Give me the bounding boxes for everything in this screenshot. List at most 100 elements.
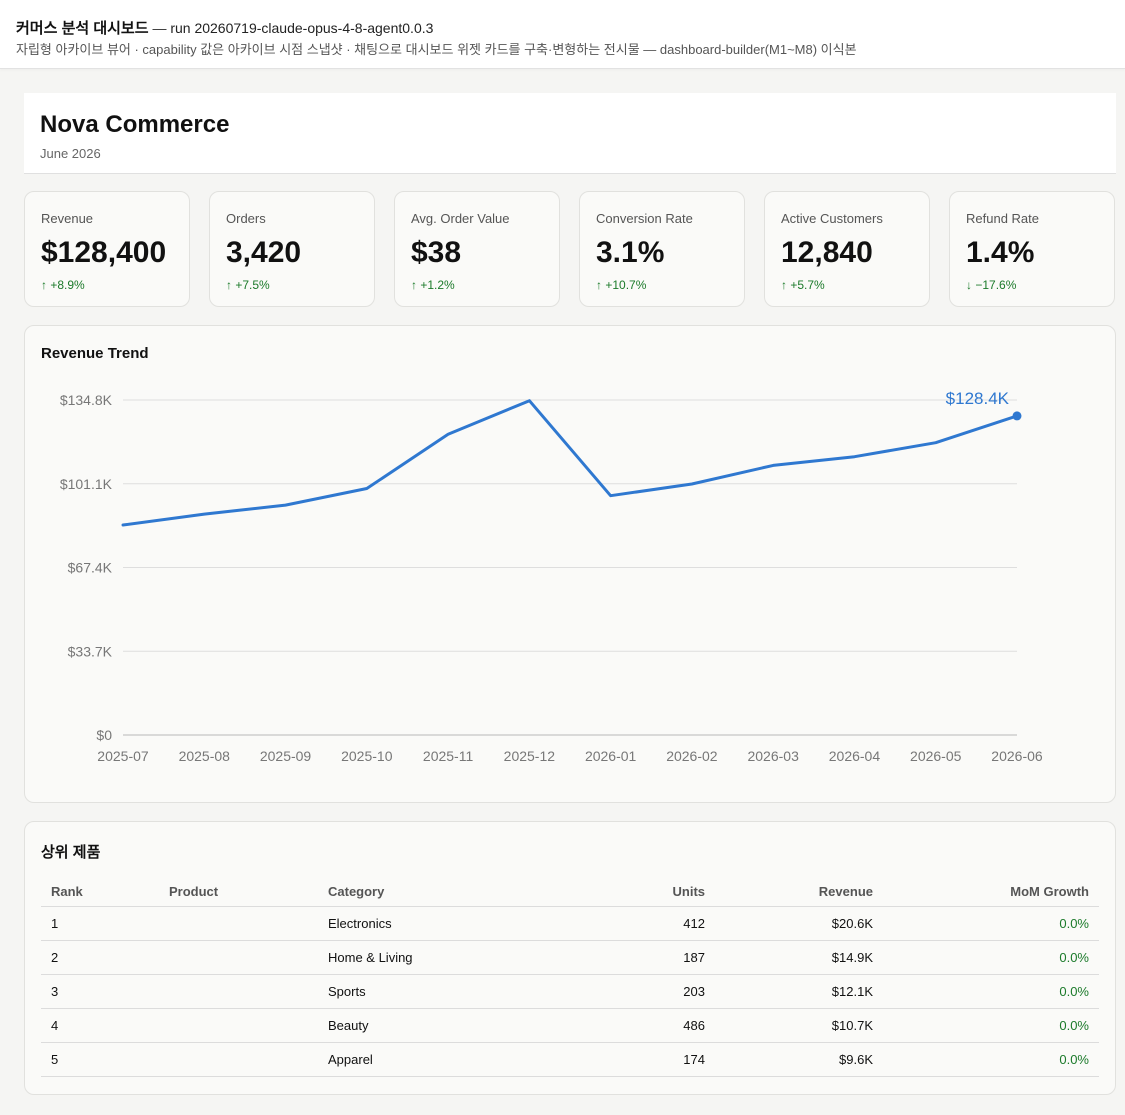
kpi-label: Conversion Rate (596, 211, 693, 226)
kpi-label: Active Customers (781, 211, 883, 226)
cell-rank: 2 (41, 940, 159, 975)
column-header-revenue[interactable]: Revenue (715, 876, 883, 907)
run-label: run 20260719-claude-opus-4-8-agent0.0.3 (170, 20, 434, 36)
table-row[interactable]: 4 Beauty 486 $10.7K 0.0% (41, 1008, 1099, 1043)
cell-product (159, 1008, 318, 1043)
table-title: 상위 제품 (41, 844, 101, 861)
last-point-label: $128.4K (946, 389, 1010, 408)
cell-units: 486 (570, 1008, 715, 1043)
table-row[interactable]: 2 Home & Living 187 $14.9K 0.0% (41, 940, 1099, 975)
x-tick-label: 2025-11 (423, 748, 474, 764)
kpi-label: Revenue (41, 211, 94, 226)
x-tick-label: 2026-03 (747, 748, 799, 764)
cell-mom-growth: 0.0% (883, 940, 1099, 975)
column-header-units[interactable]: Units (570, 876, 715, 907)
y-tick-label: $67.4K (68, 560, 113, 576)
title-separator: — (152, 20, 167, 36)
x-tick-label: 2026-06 (991, 748, 1043, 764)
cell-revenue: $12.1K (715, 974, 883, 1009)
x-tick-label: 2025-09 (260, 748, 312, 764)
kpi-delta: ↑ +10.7% (596, 278, 647, 292)
cell-product (159, 940, 318, 975)
cell-category: Home & Living (318, 940, 570, 975)
cell-rank: 3 (41, 974, 159, 1009)
app-subtitle: 자립형 아카이브 뷰어 · capability 값은 아카이브 시점 스냅샷 … (16, 42, 857, 57)
x-tick-label: 2025-08 (179, 748, 231, 764)
topbar-title-line: 커머스 분석 대시보드 — run 20260719-claude-opus-4… (16, 17, 433, 38)
last-data-point (1012, 411, 1022, 421)
kpi-label: Orders (226, 211, 266, 226)
table-row[interactable]: 3 Sports 203 $12.1K 0.0% (41, 974, 1099, 1009)
revenue-trend-chart[interactable]: $0 $33.7K $67.4K $101.1K $134.8K 2025-07 2025-… (25, 326, 1115, 802)
company-title: Nova Commerce (40, 111, 230, 138)
kpi-card-refund-rate[interactable]: Refund Rate 1.4% ↓ −17.6% (949, 191, 1115, 307)
kpi-card-revenue[interactable]: Revenue $128,400 ↑ +8.9% (24, 191, 190, 307)
dashboard-header: Nova Commerce June 2026 (24, 93, 1116, 174)
cell-category: Electronics (318, 906, 570, 941)
kpi-delta: ↑ +5.7% (781, 278, 825, 292)
column-header-category[interactable]: Category (318, 876, 570, 907)
column-header-rank[interactable]: Rank (41, 876, 159, 907)
revenue-series-line (121, 399, 1019, 527)
cell-mom-growth: 0.0% (883, 906, 1099, 941)
kpi-card-orders[interactable]: Orders 3,420 ↑ +7.5% (209, 191, 375, 307)
x-tick-label: 2025-10 (341, 748, 393, 764)
cell-rank: 5 (41, 1042, 159, 1077)
cell-mom-growth: 0.0% (883, 1042, 1099, 1077)
column-header-mom-growth[interactable]: MoM Growth (883, 876, 1099, 907)
kpi-card-active-customers[interactable]: Active Customers 12,840 ↑ +5.7% (764, 191, 930, 307)
revenue-trend-card[interactable]: Revenue Trend $0 $33.7K $67.4K $101.1K $134.… (24, 325, 1116, 803)
kpi-value: $128,400 (41, 236, 167, 269)
kpi-delta: ↑ +7.5% (226, 278, 270, 292)
app-topbar: 커머스 분석 대시보드 — run 20260719-claude-opus-4… (0, 0, 1125, 69)
kpi-label: Avg. Order Value (411, 211, 510, 226)
y-tick-label: $33.7K (68, 643, 113, 659)
x-tick-label: 2025-07 (97, 748, 149, 764)
x-tick-label: 2026-05 (910, 748, 962, 764)
top-products-table: Rank Product Category Units Revenue MoM … (41, 876, 1099, 1077)
cell-rank: 1 (41, 906, 159, 941)
cell-units: 203 (570, 974, 715, 1009)
kpi-value: 12,840 (781, 236, 873, 269)
cell-revenue: $9.6K (715, 1042, 883, 1077)
cell-mom-growth: 0.0% (883, 974, 1099, 1009)
kpi-label: Refund Rate (966, 211, 1039, 226)
cell-units: 174 (570, 1042, 715, 1077)
cell-revenue: $20.6K (715, 906, 883, 941)
y-tick-label: $101.1K (60, 476, 113, 492)
app-title: 커머스 분석 대시보드 (16, 20, 149, 37)
table-row[interactable]: 1 Electronics 412 $20.6K 0.0% (41, 906, 1099, 941)
cell-category: Beauty (318, 1008, 570, 1043)
cell-product (159, 906, 318, 941)
x-tick-label: 2026-01 (585, 748, 637, 764)
x-tick-label: 2026-04 (829, 748, 881, 764)
cell-product (159, 1042, 318, 1077)
kpi-delta: ↑ +1.2% (411, 278, 455, 292)
cell-product (159, 974, 318, 1009)
kpi-card-avg-order-value[interactable]: Avg. Order Value $38 ↑ +1.2% (394, 191, 560, 307)
cell-mom-growth: 0.0% (883, 1008, 1099, 1043)
cell-category: Apparel (318, 1042, 570, 1077)
column-header-product[interactable]: Product (159, 876, 318, 907)
y-tick-label: $0 (96, 727, 112, 743)
cell-revenue: $14.9K (715, 940, 883, 975)
kpi-value: $38 (411, 236, 462, 269)
y-tick-label: $134.8K (60, 392, 113, 408)
cell-rank: 4 (41, 1008, 159, 1043)
cell-category: Sports (318, 974, 570, 1009)
cell-units: 187 (570, 940, 715, 975)
cell-units: 412 (570, 906, 715, 941)
kpi-card-conversion-rate[interactable]: Conversion Rate 3.1% ↑ +10.7% (579, 191, 745, 307)
x-tick-label: 2025-12 (504, 748, 556, 764)
kpi-value: 1.4% (966, 236, 1035, 269)
kpi-delta: ↑ +8.9% (41, 278, 85, 292)
chart-title: Revenue Trend (41, 345, 149, 362)
kpi-value: 3,420 (226, 236, 302, 269)
table-header-row: Rank Product Category Units Revenue MoM … (41, 876, 1099, 907)
top-products-card: 상위 제품 Rank Product Category Units Revenu… (24, 821, 1116, 1095)
cell-revenue: $10.7K (715, 1008, 883, 1043)
report-period: June 2026 (40, 146, 101, 161)
kpi-value: 3.1% (596, 236, 665, 269)
table-row[interactable]: 5 Apparel 174 $9.6K 0.0% (41, 1042, 1099, 1077)
kpi-delta: ↓ −17.6% (966, 278, 1017, 292)
